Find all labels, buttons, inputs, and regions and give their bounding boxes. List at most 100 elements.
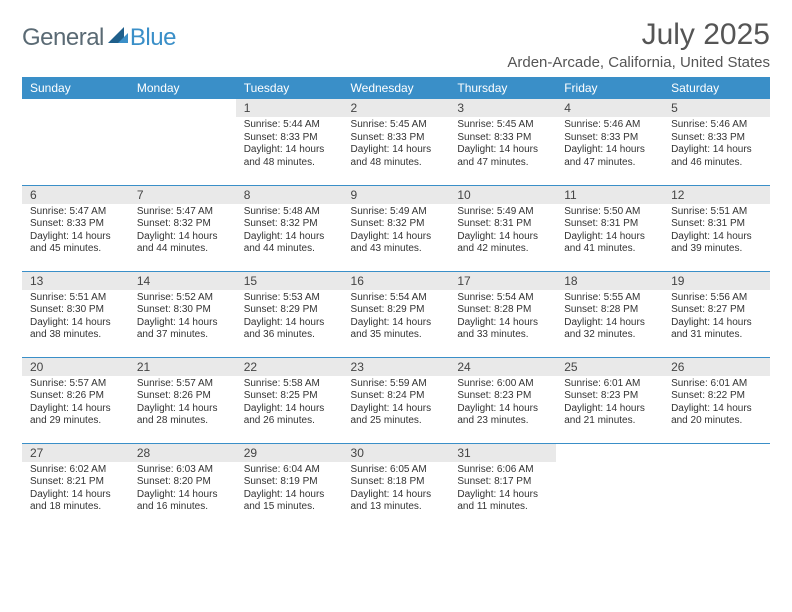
day-cell: 20Sunrise: 5:57 AMSunset: 8:26 PMDayligh… xyxy=(22,357,129,443)
day-sunset: Sunset: 8:31 PM xyxy=(457,218,548,231)
day-number: 31 xyxy=(449,444,556,462)
day-number: 27 xyxy=(22,444,129,462)
day-number: 5 xyxy=(663,99,770,117)
day-number: 19 xyxy=(663,272,770,290)
day-sunset: Sunset: 8:17 PM xyxy=(457,476,548,489)
day-content: Sunrise: 5:49 AMSunset: 8:32 PMDaylight:… xyxy=(343,204,450,260)
day-daylight1: Daylight: 14 hours xyxy=(244,317,335,330)
day-cell: 13Sunrise: 5:51 AMSunset: 8:30 PMDayligh… xyxy=(22,271,129,357)
day-sunrise: Sunrise: 5:49 AM xyxy=(351,206,442,219)
day-sunrise: Sunrise: 5:47 AM xyxy=(137,206,228,219)
day-number-empty xyxy=(129,99,236,117)
day-content: Sunrise: 5:48 AMSunset: 8:32 PMDaylight:… xyxy=(236,204,343,260)
day-daylight1: Daylight: 14 hours xyxy=(351,317,442,330)
day-sunset: Sunset: 8:30 PM xyxy=(137,304,228,317)
day-daylight1: Daylight: 14 hours xyxy=(137,489,228,502)
day-content: Sunrise: 5:49 AMSunset: 8:31 PMDaylight:… xyxy=(449,204,556,260)
day-sunset: Sunset: 8:32 PM xyxy=(351,218,442,231)
day-number: 25 xyxy=(556,358,663,376)
month-title: July 2025 xyxy=(507,18,770,52)
day-cell: 5Sunrise: 5:46 AMSunset: 8:33 PMDaylight… xyxy=(663,99,770,185)
day-cell: 28Sunrise: 6:03 AMSunset: 8:20 PMDayligh… xyxy=(129,443,236,529)
day-number: 4 xyxy=(556,99,663,117)
day-content: Sunrise: 5:56 AMSunset: 8:27 PMDaylight:… xyxy=(663,290,770,346)
day-sunset: Sunset: 8:33 PM xyxy=(351,132,442,145)
day-content: Sunrise: 5:50 AMSunset: 8:31 PMDaylight:… xyxy=(556,204,663,260)
logo: General Blue xyxy=(22,24,176,52)
day-number: 17 xyxy=(449,272,556,290)
day-content: Sunrise: 5:47 AMSunset: 8:32 PMDaylight:… xyxy=(129,204,236,260)
day-cell: 8Sunrise: 5:48 AMSunset: 8:32 PMDaylight… xyxy=(236,185,343,271)
day-sunrise: Sunrise: 5:53 AM xyxy=(244,292,335,305)
day-sunset: Sunset: 8:26 PM xyxy=(30,390,121,403)
day-daylight1: Daylight: 14 hours xyxy=(351,403,442,416)
day-sunrise: Sunrise: 5:50 AM xyxy=(564,206,655,219)
day-sunrise: Sunrise: 5:59 AM xyxy=(351,378,442,391)
day-cell: 12Sunrise: 5:51 AMSunset: 8:31 PMDayligh… xyxy=(663,185,770,271)
day-number-empty xyxy=(663,444,770,462)
day-content: Sunrise: 5:46 AMSunset: 8:33 PMDaylight:… xyxy=(556,117,663,173)
day-content: Sunrise: 5:44 AMSunset: 8:33 PMDaylight:… xyxy=(236,117,343,173)
day-cell: 6Sunrise: 5:47 AMSunset: 8:33 PMDaylight… xyxy=(22,185,129,271)
day-number: 2 xyxy=(343,99,450,117)
day-sunset: Sunset: 8:32 PM xyxy=(137,218,228,231)
day-cell: 24Sunrise: 6:00 AMSunset: 8:23 PMDayligh… xyxy=(449,357,556,443)
day-sunrise: Sunrise: 5:55 AM xyxy=(564,292,655,305)
day-sunrise: Sunrise: 6:00 AM xyxy=(457,378,548,391)
day-content: Sunrise: 5:59 AMSunset: 8:24 PMDaylight:… xyxy=(343,376,450,432)
day-daylight2: and 32 minutes. xyxy=(564,329,655,342)
day-sunset: Sunset: 8:32 PM xyxy=(244,218,335,231)
day-cell: 17 Sunrise: 5:54 AMSunset: 8:28 PMDayligh… xyxy=(449,271,556,357)
day-sunset: Sunset: 8:23 PM xyxy=(457,390,548,403)
day-cell xyxy=(556,443,663,529)
day-daylight2: and 31 minutes. xyxy=(671,329,762,342)
day-sunrise: Sunrise: 5:54 AM xyxy=(457,292,548,305)
day-daylight2: and 44 minutes. xyxy=(137,243,228,256)
day-sunset: Sunset: 8:23 PM xyxy=(564,390,655,403)
day-number: 13 xyxy=(22,272,129,290)
day-number: 9 xyxy=(343,186,450,204)
day-content: Sunrise: 5:46 AMSunset: 8:33 PMDaylight:… xyxy=(663,117,770,173)
day-cell: 1Sunrise: 5:44 AMSunset: 8:33 PMDaylight… xyxy=(236,99,343,185)
day-daylight1: Daylight: 14 hours xyxy=(137,317,228,330)
day-daylight2: and 39 minutes. xyxy=(671,243,762,256)
day-daylight1: Daylight: 14 hours xyxy=(457,317,548,330)
day-sunset: Sunset: 8:33 PM xyxy=(671,132,762,145)
day-daylight2: and 42 minutes. xyxy=(457,243,548,256)
day-sunset: Sunset: 8:29 PM xyxy=(244,304,335,317)
day-content: Sunrise: 5:47 AMSunset: 8:33 PMDaylight:… xyxy=(22,204,129,260)
day-sunrise: Sunrise: 6:06 AM xyxy=(457,464,548,477)
day-sunrise: Sunrise: 5:56 AM xyxy=(671,292,762,305)
day-content: Sunrise: 5:58 AMSunset: 8:25 PMDaylight:… xyxy=(236,376,343,432)
day-number-empty xyxy=(22,99,129,117)
col-wednesday: Wednesday xyxy=(343,77,450,99)
day-cell: 11Sunrise: 5:50 AMSunset: 8:31 PMDayligh… xyxy=(556,185,663,271)
day-number: 3 xyxy=(449,99,556,117)
day-sunset: Sunset: 8:28 PM xyxy=(457,304,548,317)
day-sunset: Sunset: 8:33 PM xyxy=(244,132,335,145)
day-sunrise: Sunrise: 5:49 AM xyxy=(457,206,548,219)
day-daylight1: Daylight: 14 hours xyxy=(457,231,548,244)
day-content: Sunrise: 6:03 AMSunset: 8:20 PMDaylight:… xyxy=(129,462,236,518)
day-cell: 14Sunrise: 5:52 AMSunset: 8:30 PMDayligh… xyxy=(129,271,236,357)
day-number: 28 xyxy=(129,444,236,462)
day-cell: 29Sunrise: 6:04 AMSunset: 8:19 PMDayligh… xyxy=(236,443,343,529)
location: Arden-Arcade, California, United States xyxy=(507,54,770,71)
day-sunset: Sunset: 8:33 PM xyxy=(564,132,655,145)
day-cell: 30Sunrise: 6:05 AMSunset: 8:18 PMDayligh… xyxy=(343,443,450,529)
header-row: Sunday Monday Tuesday Wednesday Thursday… xyxy=(22,77,770,99)
week-row: 6Sunrise: 5:47 AMSunset: 8:33 PMDaylight… xyxy=(22,185,770,271)
logo-mark-icon xyxy=(108,27,128,50)
day-daylight2: and 45 minutes. xyxy=(30,243,121,256)
day-sunrise: Sunrise: 5:46 AM xyxy=(671,119,762,132)
day-content: Sunrise: 6:01 AMSunset: 8:22 PMDaylight:… xyxy=(663,376,770,432)
day-content: Sunrise: 5:57 AMSunset: 8:26 PMDaylight:… xyxy=(22,376,129,432)
day-sunset: Sunset: 8:18 PM xyxy=(351,476,442,489)
day-daylight1: Daylight: 14 hours xyxy=(564,403,655,416)
day-sunrise: Sunrise: 5:44 AM xyxy=(244,119,335,132)
day-number: 8 xyxy=(236,186,343,204)
day-sunset: Sunset: 8:31 PM xyxy=(564,218,655,231)
day-sunrise: Sunrise: 5:46 AM xyxy=(564,119,655,132)
day-content: Sunrise: 5:57 AMSunset: 8:26 PMDaylight:… xyxy=(129,376,236,432)
day-cell: 18Sunrise: 5:55 AMSunset: 8:28 PMDayligh… xyxy=(556,271,663,357)
